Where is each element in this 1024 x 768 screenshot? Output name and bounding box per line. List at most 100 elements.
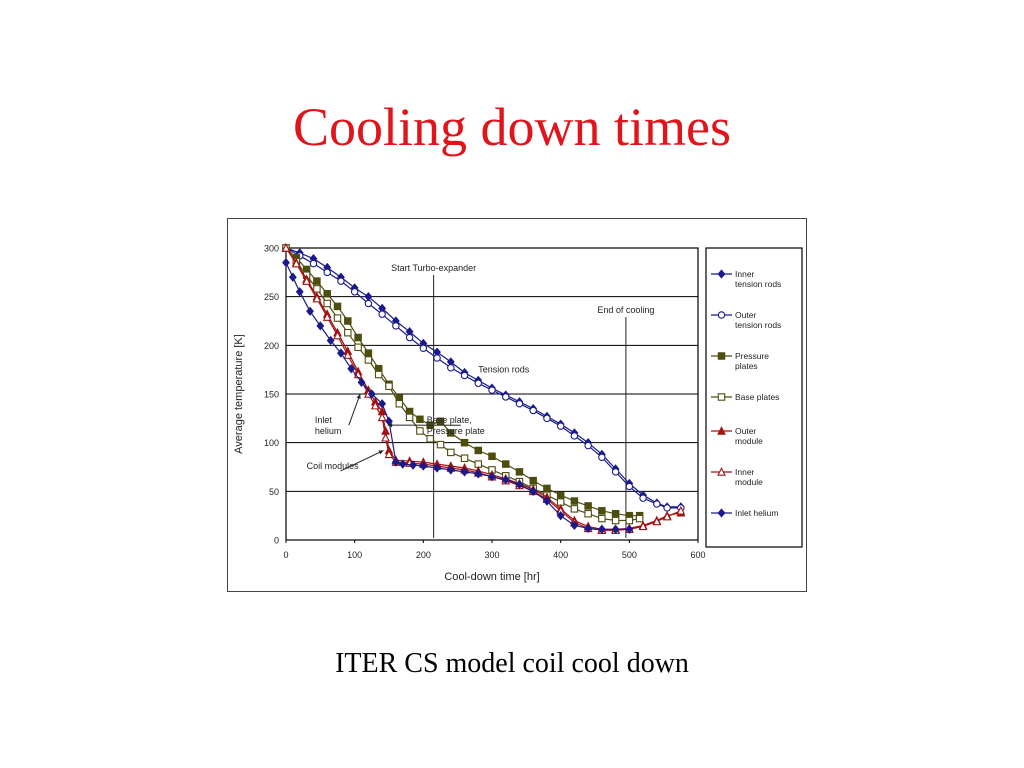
data-point <box>611 516 620 525</box>
data-point <box>584 509 592 518</box>
data-point <box>597 524 606 534</box>
data-point <box>436 417 445 426</box>
annotation-arrowhead <box>378 450 384 455</box>
series-1 <box>282 244 685 512</box>
legend-label: tension rods <box>735 320 781 330</box>
data-point <box>398 459 407 469</box>
y-tick-label: 100 <box>264 438 279 448</box>
data-point <box>291 258 301 268</box>
data-point <box>409 460 417 470</box>
legend-label: Outer <box>735 310 756 320</box>
data-point <box>377 412 387 422</box>
data-point <box>488 452 496 461</box>
data-point <box>611 524 620 534</box>
chart-container: 0 50 100 150 200 250 300 0 100 200 300 400 500 600 S… <box>227 218 807 592</box>
y-axis-label: Average temperature [K] <box>233 334 245 454</box>
data-point <box>653 500 661 508</box>
data-point <box>529 486 538 496</box>
data-point <box>638 521 648 531</box>
data-point <box>556 511 565 521</box>
legend-item-3: Base plates <box>711 392 779 402</box>
data-point <box>488 386 496 394</box>
y-tick-label: 250 <box>264 292 279 302</box>
marker-label: End of cooling <box>597 305 654 315</box>
data-point <box>367 389 376 399</box>
data-point <box>611 468 620 476</box>
y-tick-label: 50 <box>269 487 279 497</box>
data-point <box>309 259 318 268</box>
y-tick-label: 0 <box>274 536 279 546</box>
data-point <box>416 415 424 424</box>
data-point <box>598 514 606 523</box>
data-point <box>488 472 496 482</box>
grid-lines <box>285 247 699 543</box>
data-point <box>570 497 579 505</box>
series-2 <box>282 244 644 520</box>
data-point <box>570 432 579 440</box>
data-point <box>625 482 634 491</box>
y-tick-label: 300 <box>264 244 279 254</box>
data-point <box>663 504 671 512</box>
x-tick-labels: 0 100 200 300 400 500 600 <box>283 550 705 560</box>
data-point <box>436 440 445 449</box>
data-point <box>529 406 537 415</box>
data-point <box>354 343 362 352</box>
data-point <box>306 306 314 316</box>
data-point <box>501 460 510 468</box>
data-point <box>543 414 551 423</box>
data-point <box>598 507 606 515</box>
data-point <box>419 344 428 353</box>
data-point <box>378 310 386 318</box>
data-point <box>662 511 672 521</box>
data-point <box>364 299 373 308</box>
data-point <box>501 474 510 485</box>
data-point <box>326 335 335 346</box>
data-point <box>625 516 634 525</box>
data-point <box>474 446 483 455</box>
legend-label: Pressure <box>735 351 769 361</box>
x-tick-label: 400 <box>553 550 568 560</box>
data-point <box>474 469 483 479</box>
data-point <box>570 505 579 513</box>
data-point <box>370 400 380 410</box>
data-point <box>364 356 373 364</box>
data-point <box>515 479 524 490</box>
data-point <box>584 441 592 450</box>
data-point <box>350 288 359 296</box>
data-point <box>312 293 322 303</box>
data-point <box>598 453 606 462</box>
data-point <box>639 494 647 502</box>
data-point <box>337 277 345 285</box>
data-point <box>584 502 592 510</box>
data-point <box>323 299 331 308</box>
data-point <box>333 314 342 322</box>
data-point <box>343 350 353 359</box>
data-point <box>354 333 362 342</box>
data-point <box>344 328 352 337</box>
marker-label: Start Turbo-expander <box>391 263 476 273</box>
annotation-text: Coil modules <box>307 461 360 471</box>
data-point <box>501 393 510 401</box>
data-point <box>447 363 455 372</box>
data-point <box>347 364 356 374</box>
slide-title: Cooling down times <box>292 97 731 157</box>
legend-swatch-marker <box>717 311 726 319</box>
series-layer <box>281 243 686 535</box>
annotation-arrow-line <box>348 393 361 426</box>
annotation-text: Tension rods <box>478 365 530 375</box>
legend-label: plates <box>735 361 758 371</box>
series-line <box>285 247 681 530</box>
data-point <box>323 268 331 277</box>
data-point <box>460 371 469 380</box>
data-point <box>281 243 291 252</box>
data-point <box>323 289 331 298</box>
annotation-3: Coil modules <box>307 450 384 472</box>
data-point <box>333 330 342 340</box>
x-axis-label: Cool-down time [hr] <box>444 571 539 583</box>
data-point <box>364 349 373 357</box>
